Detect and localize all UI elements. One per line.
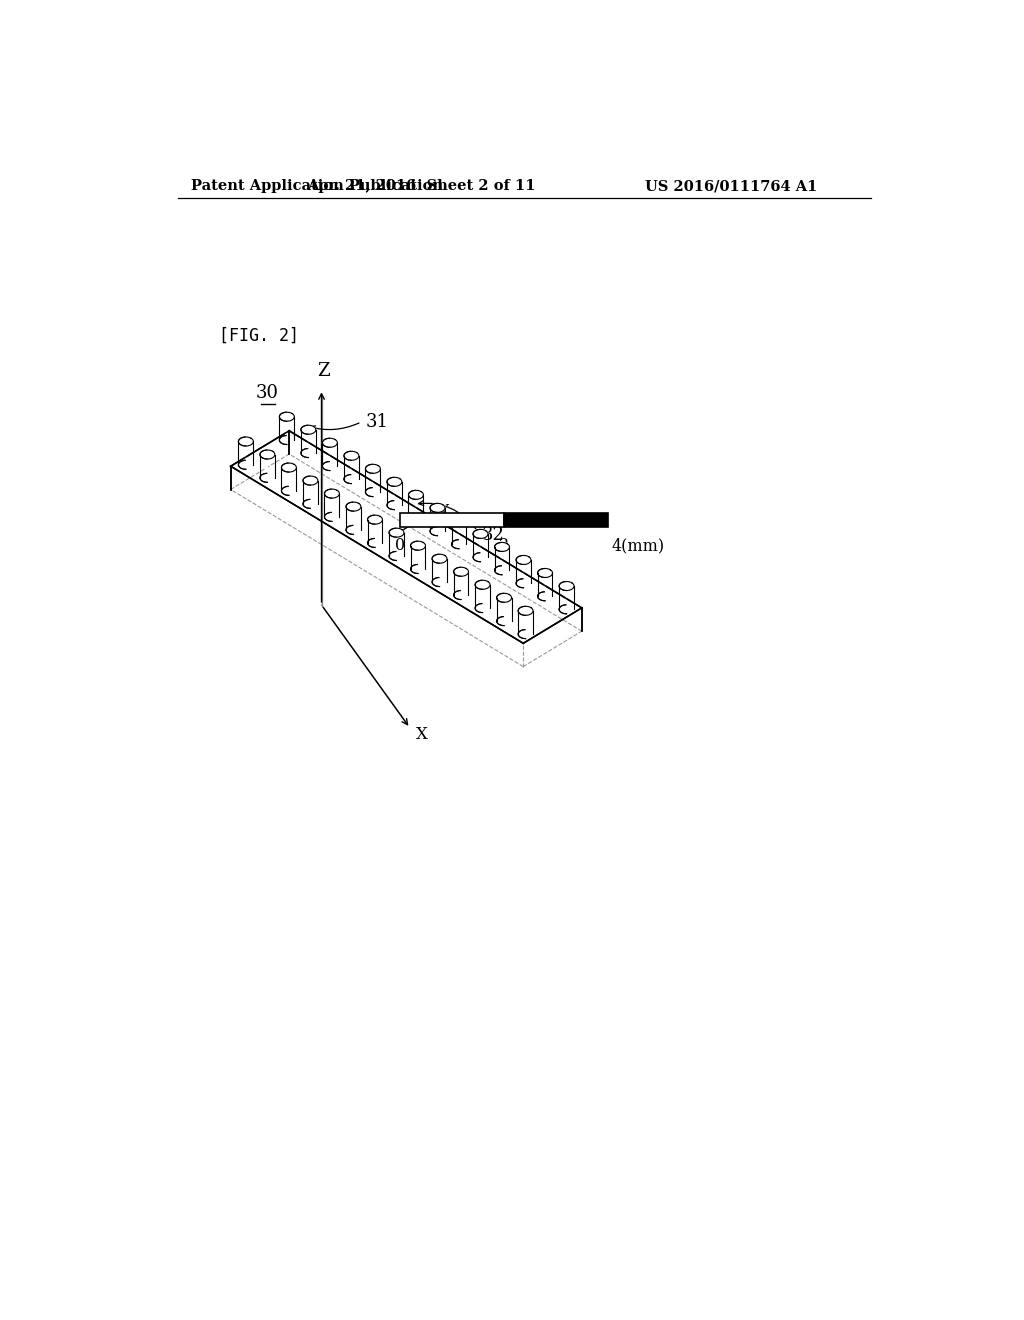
Polygon shape xyxy=(301,425,308,458)
Polygon shape xyxy=(346,502,353,535)
Polygon shape xyxy=(538,569,545,601)
Polygon shape xyxy=(432,554,447,564)
Text: [FIG. 2]: [FIG. 2] xyxy=(219,326,299,345)
Polygon shape xyxy=(559,582,566,614)
Polygon shape xyxy=(366,465,373,496)
Text: 0: 0 xyxy=(395,537,406,554)
Polygon shape xyxy=(454,568,469,577)
Polygon shape xyxy=(516,556,531,565)
Polygon shape xyxy=(282,463,296,473)
Polygon shape xyxy=(389,528,403,537)
Polygon shape xyxy=(430,503,437,536)
Polygon shape xyxy=(454,568,461,599)
Polygon shape xyxy=(389,528,396,561)
Text: X: X xyxy=(416,726,428,743)
Polygon shape xyxy=(387,478,401,486)
Polygon shape xyxy=(452,516,459,549)
Text: Z: Z xyxy=(316,362,330,380)
Polygon shape xyxy=(473,529,480,562)
Text: 32: 32 xyxy=(481,525,504,544)
Polygon shape xyxy=(323,438,330,470)
Polygon shape xyxy=(387,478,394,510)
Polygon shape xyxy=(303,477,310,508)
Polygon shape xyxy=(280,412,287,445)
Polygon shape xyxy=(409,490,423,499)
Polygon shape xyxy=(325,490,332,521)
Text: Patent Application Publication: Patent Application Publication xyxy=(190,180,442,193)
Text: 31: 31 xyxy=(366,413,388,430)
Polygon shape xyxy=(260,450,267,482)
Text: Apr. 21, 2016  Sheet 2 of 11: Apr. 21, 2016 Sheet 2 of 11 xyxy=(307,180,536,193)
Polygon shape xyxy=(475,581,490,589)
Polygon shape xyxy=(323,438,337,447)
Polygon shape xyxy=(430,503,444,512)
Polygon shape xyxy=(344,451,358,461)
Polygon shape xyxy=(260,450,274,459)
Polygon shape xyxy=(344,451,351,483)
Polygon shape xyxy=(432,554,439,586)
Bar xyxy=(504,513,608,527)
Polygon shape xyxy=(559,582,574,590)
Text: Y: Y xyxy=(438,504,447,519)
Polygon shape xyxy=(411,541,418,573)
Text: US 2016/0111764 A1: US 2016/0111764 A1 xyxy=(645,180,817,193)
Polygon shape xyxy=(366,465,380,474)
Polygon shape xyxy=(516,556,523,587)
Polygon shape xyxy=(518,606,525,639)
Polygon shape xyxy=(495,543,510,552)
Polygon shape xyxy=(301,425,315,434)
Bar xyxy=(400,513,504,527)
Polygon shape xyxy=(538,569,553,577)
Polygon shape xyxy=(495,543,502,574)
Polygon shape xyxy=(475,581,482,612)
Polygon shape xyxy=(497,593,512,602)
Polygon shape xyxy=(303,477,317,484)
Polygon shape xyxy=(409,490,416,523)
Polygon shape xyxy=(282,463,289,495)
Text: 2: 2 xyxy=(499,537,509,554)
Text: 30: 30 xyxy=(256,384,280,403)
Polygon shape xyxy=(497,593,504,626)
Polygon shape xyxy=(368,515,382,524)
Text: 4(mm): 4(mm) xyxy=(611,537,665,554)
Polygon shape xyxy=(411,541,425,550)
Polygon shape xyxy=(452,516,466,525)
Polygon shape xyxy=(325,490,339,498)
Polygon shape xyxy=(473,529,488,539)
Polygon shape xyxy=(280,412,294,421)
Polygon shape xyxy=(518,606,534,615)
Polygon shape xyxy=(239,437,253,446)
Polygon shape xyxy=(239,437,246,470)
Polygon shape xyxy=(368,515,375,548)
Polygon shape xyxy=(346,502,360,511)
